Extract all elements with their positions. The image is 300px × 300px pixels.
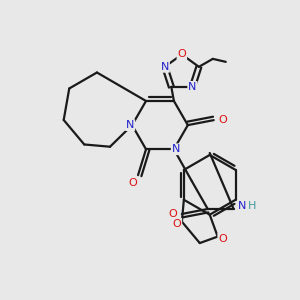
Text: O: O xyxy=(218,115,227,125)
Text: O: O xyxy=(129,178,137,188)
Text: N: N xyxy=(126,120,134,130)
Text: N: N xyxy=(238,201,246,211)
Text: O: O xyxy=(178,50,186,59)
Text: N: N xyxy=(160,62,169,72)
Text: O: O xyxy=(172,219,181,229)
Text: N: N xyxy=(188,82,196,92)
Text: O: O xyxy=(169,209,177,219)
Text: O: O xyxy=(218,234,227,244)
Text: N: N xyxy=(172,144,180,154)
Text: H: H xyxy=(248,201,256,211)
